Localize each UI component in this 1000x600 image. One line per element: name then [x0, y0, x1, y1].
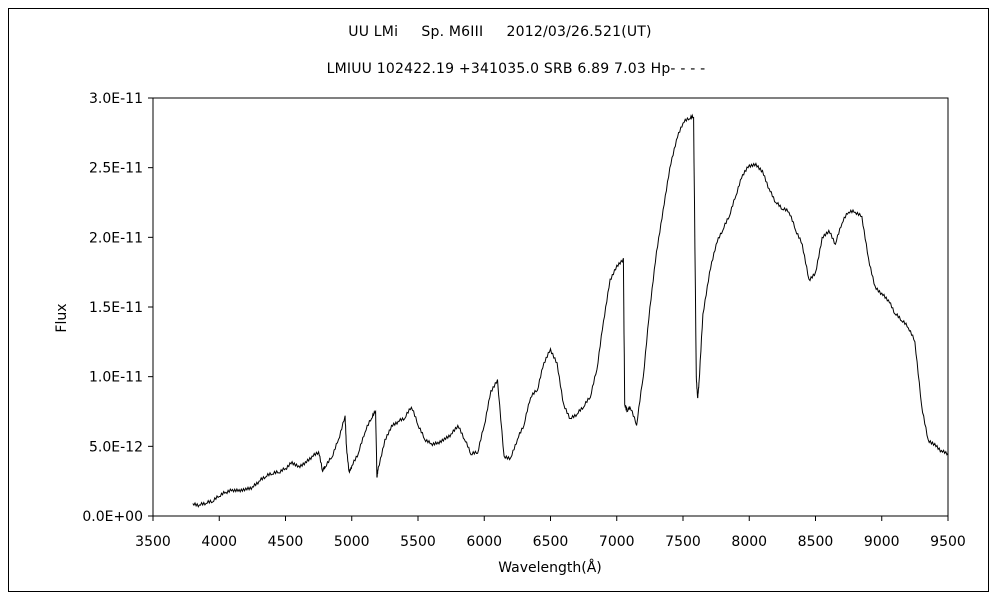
chart-border — [8, 8, 989, 592]
y-tick-label: 2.0E-11 — [89, 230, 143, 246]
x-tick-label: 5000 — [334, 534, 370, 550]
y-tick-label: 0.0E+00 — [82, 509, 143, 525]
x-tick-label: 9500 — [930, 534, 966, 550]
y-tick-label: 1.5E-11 — [89, 300, 143, 316]
x-axis-label: Wavelength(Å) — [498, 559, 602, 576]
chart-title: UU LMi Sp. M6III 2012/03/26.521(UT) — [348, 24, 652, 40]
x-tick-label: 6500 — [533, 534, 569, 550]
x-tick-label: 8500 — [798, 534, 834, 550]
x-tick-label: 7000 — [599, 534, 635, 550]
x-tick-label: 8000 — [731, 534, 767, 550]
plot-area — [152, 97, 949, 517]
x-tick-label: 3500 — [135, 534, 171, 550]
y-axis-ticks: 0.0E+00 5.0E-12 1.0E-11 1.5E-11 2.0E-11 2.5E-… — [82, 91, 153, 525]
x-tick-label: 6000 — [466, 534, 502, 550]
series-group — [192, 113, 949, 508]
x-tick-label: 4500 — [268, 534, 304, 550]
y-axis-label: Flux — [54, 303, 70, 332]
y-tick-label: 1.0E-11 — [89, 370, 143, 386]
x-tick-label: 5500 — [400, 534, 436, 550]
chart-subtitle: LMIUU 102422.19 +341035.0 SRB 6.89 7.03 … — [326, 61, 706, 77]
x-tick-label: 7500 — [665, 534, 701, 550]
y-tick-label: 2.5E-11 — [89, 161, 143, 177]
y-tick-label: 5.0E-12 — [89, 439, 143, 455]
y-tick-label: 3.0E-11 — [89, 91, 143, 107]
x-axis-ticks: 3500 4000 4500 5000 5500 6000 6500 7000 7500 8000… — [135, 516, 966, 550]
x-tick-label: 9000 — [864, 534, 900, 550]
x-tick-label: 4000 — [201, 534, 237, 550]
series-line — [192, 113, 949, 508]
